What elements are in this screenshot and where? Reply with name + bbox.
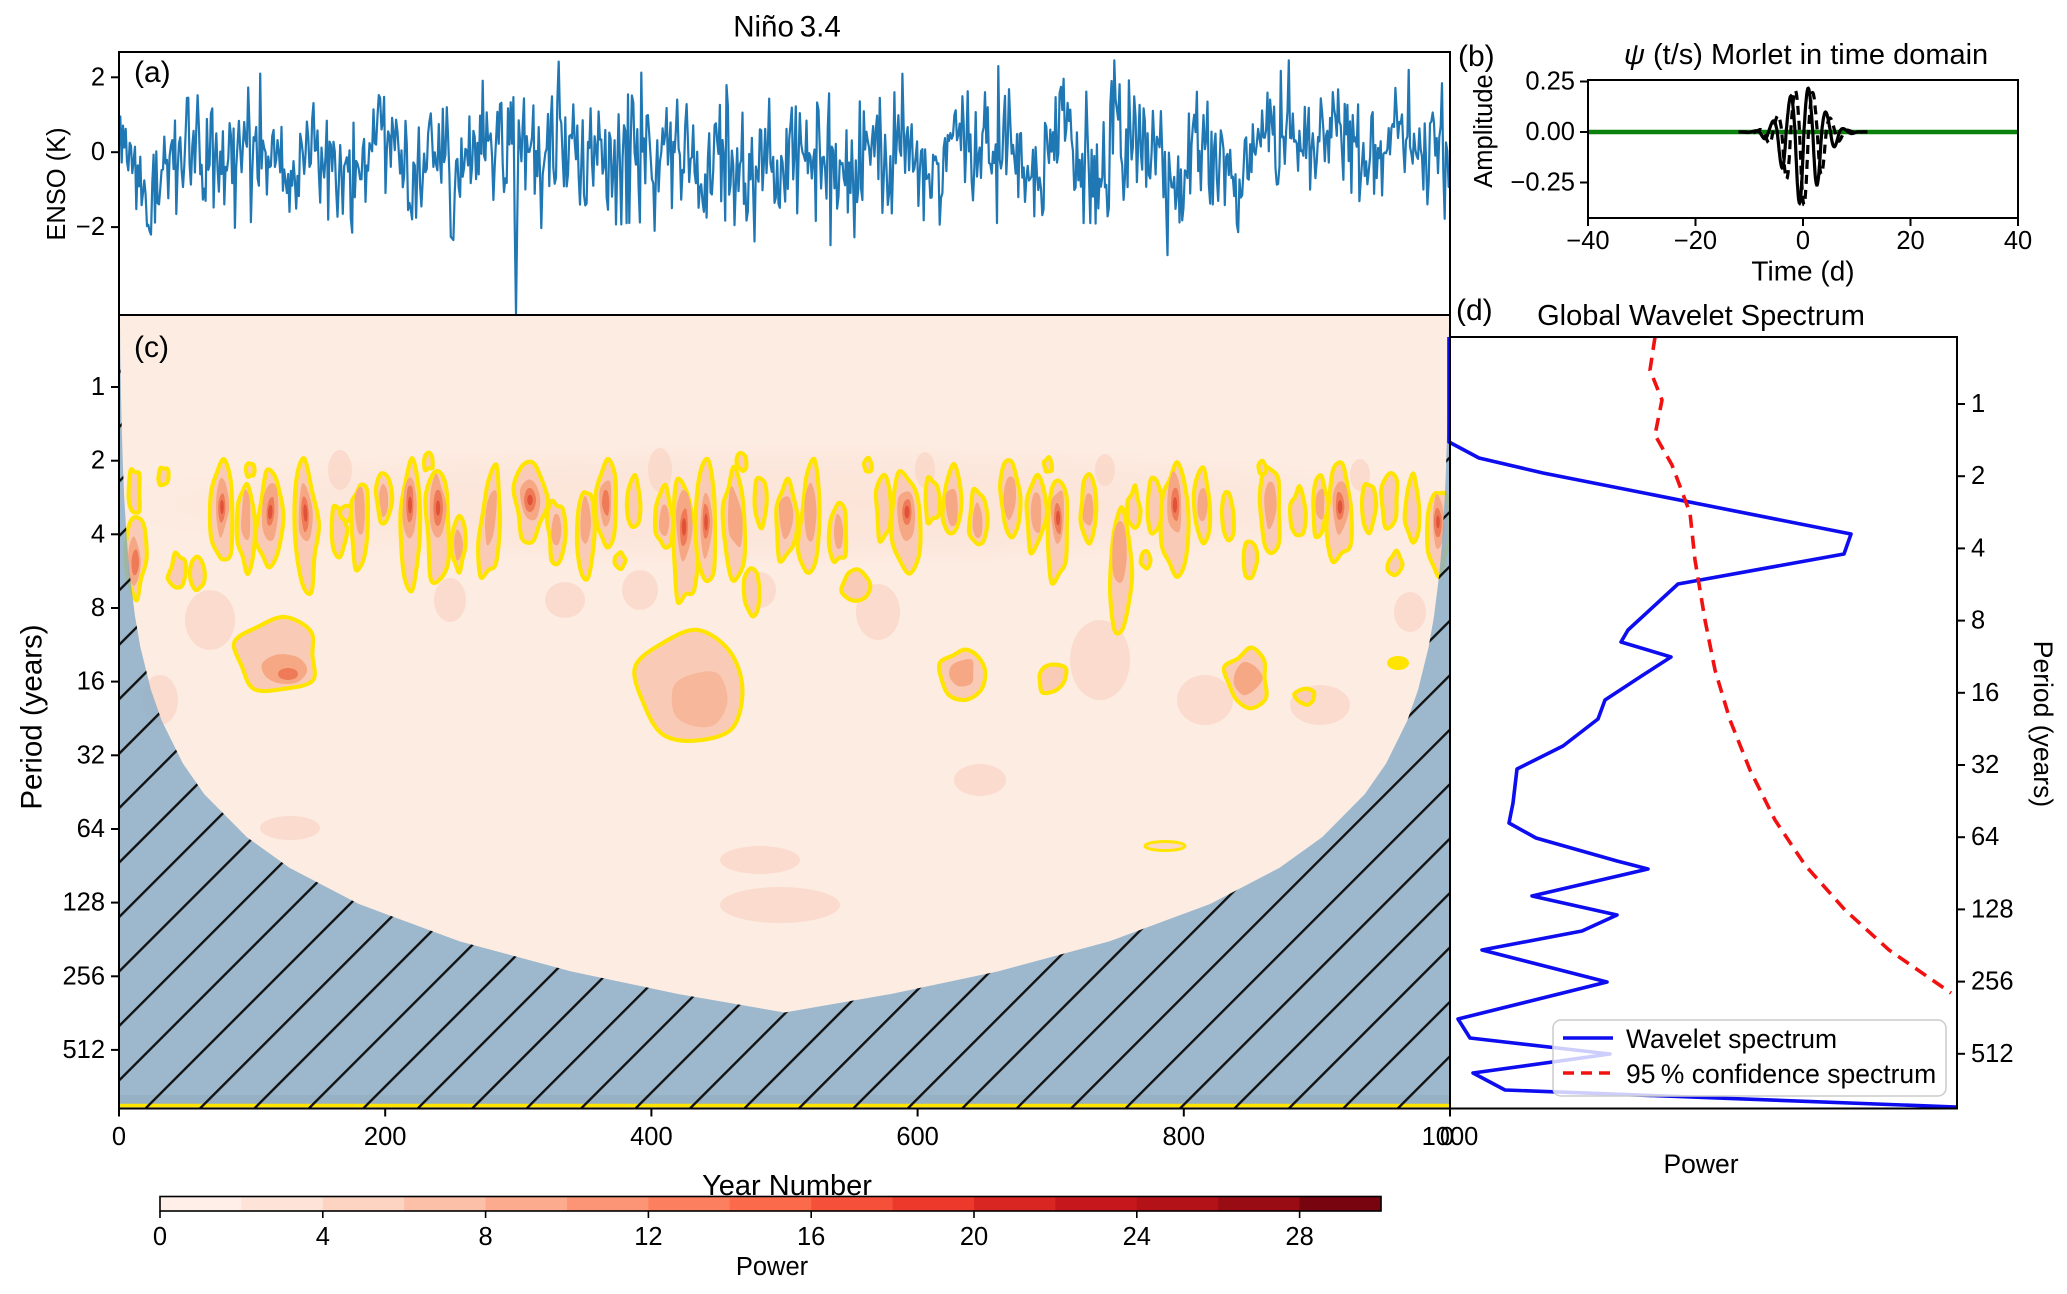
svg-text:1: 1 bbox=[1971, 390, 1985, 418]
svg-text:28: 28 bbox=[1285, 1223, 1313, 1251]
svg-text:(b): (b) bbox=[1458, 40, 1495, 73]
svg-text:Time (d): Time (d) bbox=[1751, 256, 1854, 287]
svg-text:200: 200 bbox=[364, 1123, 407, 1151]
svg-text:(a): (a) bbox=[134, 56, 171, 89]
svg-text:Power: Power bbox=[1663, 1149, 1738, 1179]
svg-text:0.25: 0.25 bbox=[1525, 68, 1575, 96]
svg-text:1000: 1000 bbox=[1422, 1123, 1479, 1151]
svg-text:Period (years): Period (years) bbox=[2028, 641, 2058, 807]
svg-text:Amplitude: Amplitude bbox=[1470, 74, 1498, 187]
svg-text:600: 600 bbox=[896, 1123, 939, 1151]
svg-text:32: 32 bbox=[1971, 751, 1999, 779]
svg-text:512: 512 bbox=[62, 1036, 105, 1064]
svg-text:512: 512 bbox=[1971, 1040, 2014, 1068]
svg-text:ψ (t/s) Morlet in time domain: ψ (t/s) Morlet in time domain bbox=[1624, 39, 1988, 71]
svg-text:−0.25: −0.25 bbox=[1510, 169, 1575, 197]
svg-text:−20: −20 bbox=[1674, 227, 1717, 255]
svg-text:128: 128 bbox=[62, 889, 105, 917]
svg-text:16: 16 bbox=[1971, 679, 1999, 707]
svg-text:0: 0 bbox=[1796, 227, 1810, 255]
svg-text:ENSO (K): ENSO (K) bbox=[43, 127, 71, 240]
svg-text:12: 12 bbox=[634, 1223, 662, 1251]
svg-text:256: 256 bbox=[62, 962, 105, 990]
svg-text:0: 0 bbox=[153, 1223, 167, 1251]
svg-text:800: 800 bbox=[1163, 1123, 1206, 1151]
svg-text:64: 64 bbox=[77, 815, 105, 843]
svg-text:Power: Power bbox=[736, 1253, 809, 1281]
svg-text:4: 4 bbox=[316, 1223, 330, 1251]
svg-text:400: 400 bbox=[630, 1123, 673, 1151]
svg-text:20: 20 bbox=[1896, 227, 1924, 255]
svg-text:Wavelet spectrum: Wavelet spectrum bbox=[1626, 1024, 1837, 1054]
svg-text:2: 2 bbox=[91, 447, 105, 475]
svg-text:−2: −2 bbox=[76, 213, 105, 241]
svg-text:Niño 3.4: Niño 3.4 bbox=[733, 11, 841, 44]
svg-text:−40: −40 bbox=[1566, 227, 1609, 255]
svg-text:4: 4 bbox=[1971, 534, 1985, 562]
svg-text:0: 0 bbox=[112, 1123, 126, 1151]
svg-text:16: 16 bbox=[797, 1223, 825, 1251]
svg-text:64: 64 bbox=[1971, 823, 1999, 851]
svg-text:0: 0 bbox=[91, 138, 105, 166]
svg-text:40: 40 bbox=[2004, 227, 2032, 255]
svg-text:24: 24 bbox=[1123, 1223, 1151, 1251]
svg-text:32: 32 bbox=[77, 741, 105, 769]
svg-text:4: 4 bbox=[91, 520, 105, 548]
svg-text:16: 16 bbox=[77, 668, 105, 696]
svg-text:256: 256 bbox=[1971, 968, 2014, 996]
svg-text:8: 8 bbox=[479, 1223, 493, 1251]
svg-text:Global Wavelet Spectrum: Global Wavelet Spectrum bbox=[1537, 300, 1865, 332]
svg-text:2: 2 bbox=[91, 63, 105, 91]
svg-text:2: 2 bbox=[1971, 462, 1985, 490]
svg-text:20: 20 bbox=[960, 1223, 988, 1251]
svg-text:95 % confidence spectrum: 95 % confidence spectrum bbox=[1626, 1059, 1936, 1089]
svg-text:1: 1 bbox=[91, 373, 105, 401]
svg-text:128: 128 bbox=[1971, 895, 2014, 923]
svg-text:8: 8 bbox=[91, 594, 105, 622]
svg-text:(d): (d) bbox=[1456, 294, 1493, 327]
svg-text:0: 0 bbox=[1440, 1123, 1454, 1151]
svg-text:8: 8 bbox=[1971, 607, 1985, 635]
svg-text:0.00: 0.00 bbox=[1525, 118, 1575, 146]
svg-text:Period (years): Period (years) bbox=[16, 624, 49, 809]
svg-text:(c): (c) bbox=[134, 331, 169, 364]
